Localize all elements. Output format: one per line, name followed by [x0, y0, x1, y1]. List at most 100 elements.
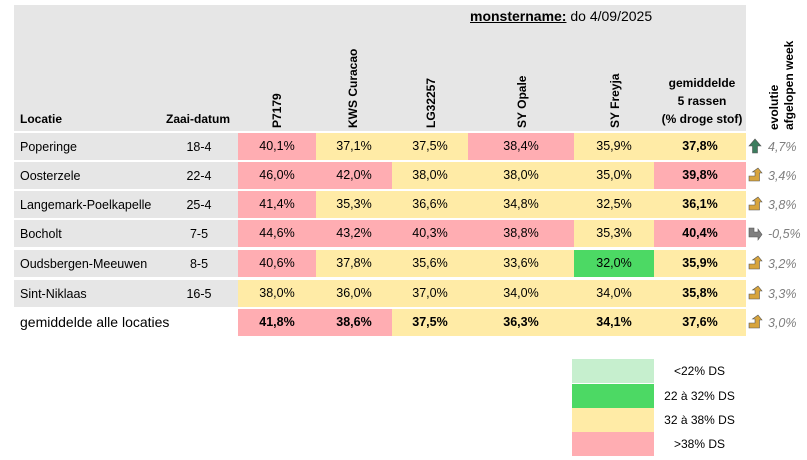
value-cell: 37,5% [392, 309, 468, 336]
sowing-date-cell: 16-5 [186, 287, 212, 301]
header-variety-1: P7179 [270, 93, 284, 128]
average-cell: 35,8% [654, 280, 746, 307]
location-cell: Langemark-Poelkapelle [20, 198, 152, 212]
value-cell: 34,8% [468, 191, 574, 218]
value-cell: 32,0% [574, 250, 654, 277]
value-cell: 35,9% [574, 133, 654, 160]
value-cell: 36,0% [316, 280, 392, 307]
header-evolution-line-2: afgelopen week [782, 40, 796, 130]
table-row: Sint-Niklaas 16-5 38,0% 36,0% 37,0% 34,0% 34,0… [14, 280, 807, 308]
value-cell: 37,5% [392, 133, 468, 160]
location-cell: Oosterzele [20, 169, 81, 183]
arrow-up-right-icon [748, 167, 763, 182]
value-cell: 38,0% [468, 162, 574, 189]
header-sowing-date: Zaai-datum [166, 112, 231, 126]
legend-label: 32 à 38% DS [664, 413, 735, 427]
header-variety-2: KWS Curacao [346, 48, 360, 128]
value-cell: 38,4% [468, 133, 574, 160]
legend-swatch [572, 384, 654, 408]
value-cell: 38,8% [468, 220, 574, 247]
average-cell: 40,4% [654, 220, 746, 247]
legend-item: >38% DS [572, 432, 745, 456]
value-cell: 38,0% [392, 162, 468, 189]
location-cell: gemiddelde alle locaties [20, 314, 170, 330]
sowing-date-cell: 7-5 [189, 227, 209, 241]
value-cell: 40,3% [392, 220, 468, 247]
average-cell: 37,6% [654, 309, 746, 336]
legend-swatch [572, 432, 654, 456]
legend-swatch [572, 359, 654, 383]
value-cell: 40,6% [238, 250, 316, 277]
evolution-value: 3,3% [768, 287, 797, 301]
value-cell: 34,0% [468, 280, 574, 307]
location-cell: Poperinge [20, 140, 77, 154]
value-cell: 44,6% [238, 220, 316, 247]
value-cell: 37,1% [316, 133, 392, 160]
value-cell: 38,0% [238, 280, 316, 307]
legend-item: <22% DS [572, 359, 745, 383]
value-cell: 46,0% [238, 162, 316, 189]
table-header [14, 5, 746, 131]
value-cell: 35,6% [392, 250, 468, 277]
value-cell: 41,8% [238, 309, 316, 336]
table-row: Oosterzele 22-4 46,0% 42,0% 38,0% 38,0% 35,0% 3… [14, 162, 807, 190]
legend-item: 22 à 32% DS [572, 384, 745, 408]
value-cell: 34,1% [574, 309, 654, 336]
legend-label: 22 à 32% DS [664, 389, 735, 403]
arrow-up-right-icon [748, 285, 763, 300]
sample-date-label: monstername: [470, 8, 567, 24]
header-average: gemiddelde 5 rassen (% droge stof) [652, 74, 752, 128]
average-cell: 36,1% [654, 191, 746, 218]
evolution-value: 3,2% [768, 257, 797, 271]
sowing-date-cell: 25-4 [186, 198, 212, 212]
evolution-value: 3,4% [768, 169, 797, 183]
location-cell: Bocholt [20, 227, 62, 241]
header-average-line-3: (% droge stof) [661, 112, 743, 126]
value-cell: 36,3% [468, 309, 574, 336]
legend-item: 32 à 38% DS [572, 408, 745, 432]
evolution-value: 3,0% [768, 316, 797, 330]
value-cell: 35,3% [574, 220, 654, 247]
value-cell: 32,5% [574, 191, 654, 218]
value-cell: 35,3% [316, 191, 392, 218]
legend-label: >38% DS [673, 437, 726, 451]
header-evolution-line-1: evolutie [767, 84, 781, 130]
average-cell: 39,8% [654, 162, 746, 189]
arrow-up-right-icon [748, 255, 763, 270]
header-variety-5: SY Freyja [608, 73, 622, 128]
value-cell: 38,6% [316, 309, 392, 336]
legend-label: <22% DS [673, 364, 726, 378]
header-average-line-2: 5 rassen [677, 94, 727, 108]
arrow-down-right-icon [748, 227, 763, 241]
table-row: Oudsbergen-Meeuwen 8-5 40,6% 37,8% 35,6% 33,6… [14, 250, 807, 278]
sowing-date-cell: 8-5 [189, 257, 209, 271]
sample-date-line: monstername: do 4/09/2025 [470, 8, 652, 24]
header-average-line-1: gemiddelde [668, 76, 736, 90]
sample-date-value: do 4/09/2025 [570, 8, 653, 24]
value-cell: 37,8% [316, 250, 392, 277]
legend-swatch [572, 408, 654, 432]
sowing-date-cell: 18-4 [186, 140, 212, 154]
value-cell: 36,6% [392, 191, 468, 218]
arrow-up-right-icon [748, 314, 763, 329]
sowing-date-cell: 22-4 [186, 169, 212, 183]
arrow-up-icon [748, 138, 762, 154]
header-variety-4: SY Opale [515, 75, 529, 128]
location-cell: Oudsbergen-Meeuwen [20, 257, 148, 271]
average-cell: 35,9% [654, 250, 746, 277]
header-variety-3: LG32257 [424, 77, 438, 128]
table-row: Poperinge 18-4 40,1% 37,1% 37,5% 38,4% 35,9% 37… [14, 133, 807, 161]
value-cell: 37,0% [392, 280, 468, 307]
total-row: gemiddelde alle locaties 41,8% 38,6% 37,5% 3… [14, 309, 807, 337]
header-location: Locatie [20, 112, 63, 126]
evolution-value: -0,5% [768, 227, 801, 241]
value-cell: 41,4% [238, 191, 316, 218]
table-row: Langemark-Poelkapelle 25-4 41,4% 35,3% 36,6%… [14, 191, 807, 219]
value-cell: 33,6% [468, 250, 574, 277]
value-cell: 43,2% [316, 220, 392, 247]
average-cell: 37,8% [654, 133, 746, 160]
value-cell: 35,0% [574, 162, 654, 189]
value-cell: 42,0% [316, 162, 392, 189]
location-cell: Sint-Niklaas [20, 287, 87, 301]
value-cell: 40,1% [238, 133, 316, 160]
